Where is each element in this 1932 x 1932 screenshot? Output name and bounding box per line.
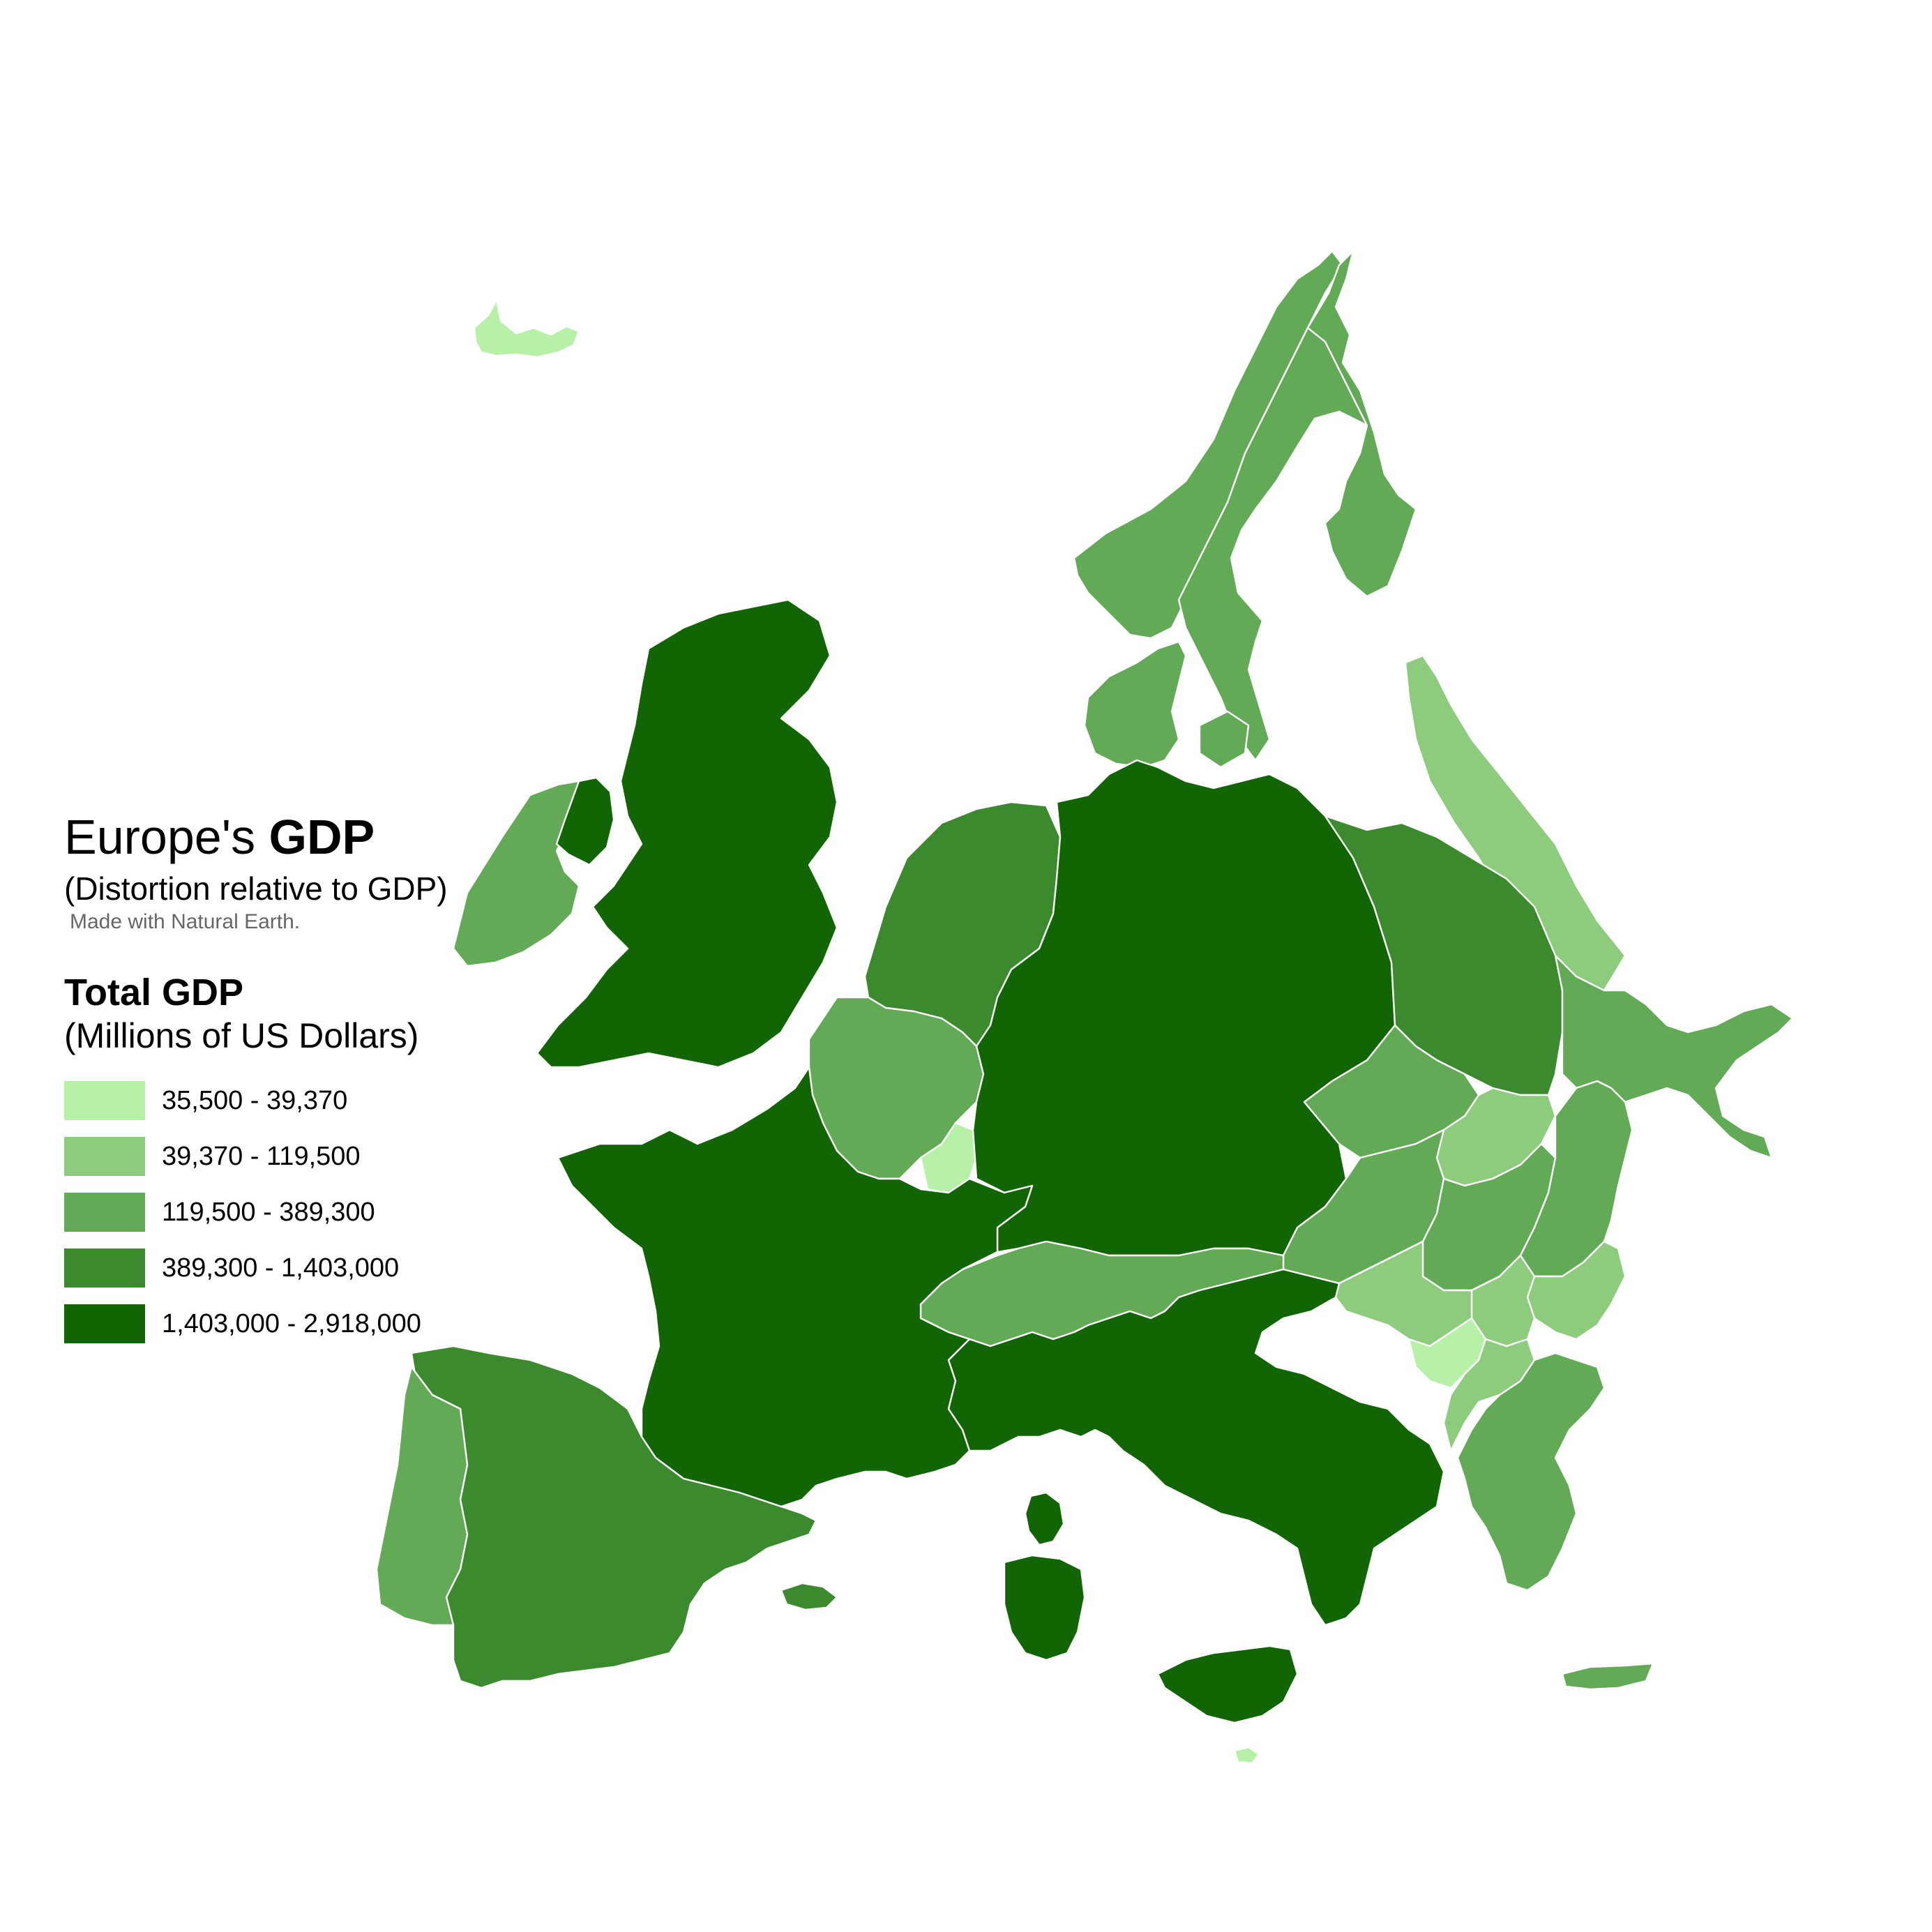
legend-item: 39,370 - 119,500 — [64, 1129, 448, 1184]
legend-swatch — [64, 1248, 145, 1288]
region-great-britain — [536, 598, 838, 1069]
legend-swatch — [64, 1081, 145, 1120]
map-title-prefix: Europe's — [64, 810, 269, 864]
legend-swatch — [64, 1304, 145, 1343]
legend-label: 119,500 - 389,300 — [162, 1197, 375, 1227]
region-crete — [1561, 1662, 1654, 1691]
region-sardinia — [1003, 1554, 1086, 1661]
legend-items: 35,500 - 39,370 39,370 - 119,500 119,500… — [64, 1073, 448, 1352]
legend: Total GDP (Millions of US Dollars) 35,50… — [64, 971, 448, 1352]
region-northern-ireland — [555, 776, 615, 866]
region-corsica — [1024, 1491, 1065, 1546]
legend-label: 39,370 - 119,500 — [162, 1141, 361, 1171]
legend-title: Total GDP — [64, 972, 244, 1013]
legend-swatch — [64, 1193, 145, 1232]
legend-item: 119,500 - 389,300 — [64, 1184, 448, 1240]
map-subtitle: (Distortion relative to GDP) — [64, 870, 448, 907]
legend-label: 35,500 - 39,370 — [162, 1085, 348, 1115]
region-denmark — [1083, 640, 1250, 769]
legend-label: 1,403,000 - 2,918,000 — [162, 1308, 421, 1338]
region-poland — [1324, 815, 1564, 1096]
region-ireland — [452, 780, 580, 967]
map-title: Europe's GDP — [64, 809, 448, 865]
legend-item: 389,300 - 1,403,000 — [64, 1240, 448, 1296]
region-finland — [1306, 250, 1417, 598]
region-iceland — [473, 299, 580, 359]
region-malta — [1233, 1746, 1260, 1765]
region-italy — [947, 1268, 1445, 1627]
map-info-panel: Europe's GDP (Distortion relative to GDP… — [64, 809, 448, 1352]
legend-label: 389,300 - 1,403,000 — [162, 1253, 400, 1283]
legend-subtitle: (Millions of US Dollars) — [64, 1016, 419, 1055]
map-caption: Made with Natural Earth. — [70, 910, 301, 933]
region-portugal — [375, 1366, 469, 1627]
legend-item: 35,500 - 39,370 — [64, 1073, 448, 1129]
region-sicily — [1156, 1645, 1299, 1724]
map-title-emphasis: GDP — [269, 810, 375, 864]
legend-item: 1,403,000 - 2,918,000 — [64, 1296, 448, 1352]
region-albania-macedonia — [1442, 1338, 1536, 1452]
legend-swatch — [64, 1137, 145, 1176]
region-greece — [1456, 1352, 1606, 1592]
region-balearic-islands — [780, 1582, 838, 1611]
